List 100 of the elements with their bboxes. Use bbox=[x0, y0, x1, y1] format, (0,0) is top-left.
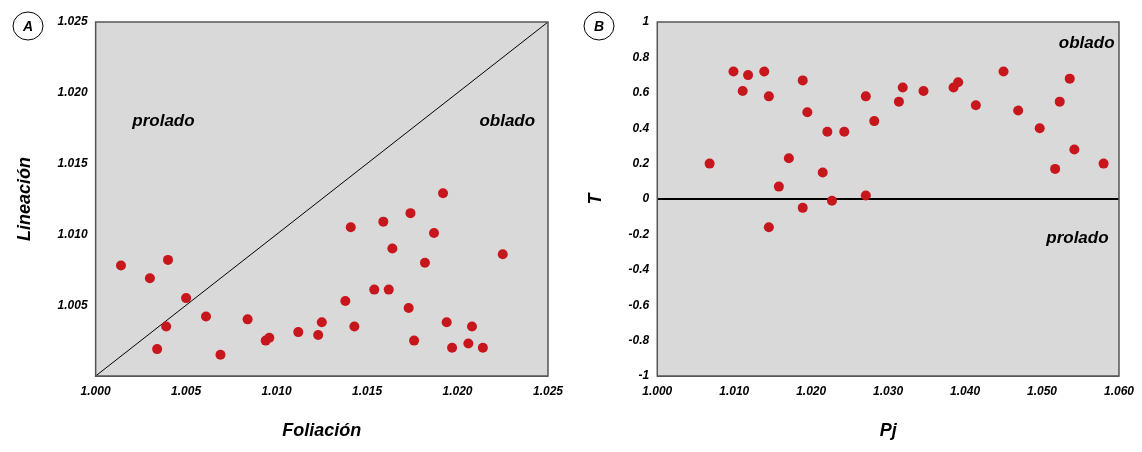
point bbox=[438, 188, 449, 199]
point bbox=[349, 321, 360, 332]
y-tick-label: 1.020 bbox=[57, 85, 88, 100]
point bbox=[345, 222, 356, 233]
y-tick-label: -1 bbox=[638, 368, 650, 383]
x-tick-label: 1.010 bbox=[261, 383, 292, 398]
point bbox=[743, 70, 754, 81]
point bbox=[215, 349, 226, 360]
point bbox=[728, 66, 739, 77]
y-tick-label: -0.8 bbox=[628, 332, 650, 347]
point bbox=[383, 284, 394, 295]
point bbox=[763, 91, 774, 102]
point bbox=[378, 216, 389, 227]
point bbox=[860, 91, 871, 102]
point bbox=[466, 321, 477, 332]
point bbox=[477, 342, 488, 353]
point bbox=[869, 116, 880, 127]
point bbox=[316, 317, 327, 328]
x-axis-title: Pj bbox=[879, 420, 898, 441]
y-tick-label: -0.2 bbox=[628, 226, 650, 241]
y-tick-label: 1 bbox=[642, 14, 650, 29]
point bbox=[369, 284, 380, 295]
point bbox=[704, 158, 715, 169]
point bbox=[773, 181, 784, 192]
point bbox=[897, 82, 908, 93]
point bbox=[918, 86, 929, 97]
point bbox=[387, 243, 398, 254]
point bbox=[181, 293, 192, 304]
y-tick-label: 1.015 bbox=[57, 155, 88, 170]
point bbox=[293, 327, 304, 338]
point bbox=[463, 338, 474, 349]
annotation: prolado bbox=[1045, 227, 1109, 247]
x-tick-label: 1.025 bbox=[532, 383, 564, 398]
point bbox=[152, 344, 163, 355]
point bbox=[822, 126, 833, 137]
point bbox=[797, 75, 808, 86]
y-tick-label: 1.010 bbox=[57, 226, 88, 241]
point bbox=[441, 317, 452, 328]
point bbox=[419, 257, 430, 268]
point bbox=[403, 303, 414, 314]
point bbox=[163, 254, 174, 265]
point bbox=[313, 329, 324, 340]
point bbox=[1054, 96, 1065, 107]
y-tick-label: 0.4 bbox=[632, 120, 650, 135]
point bbox=[405, 208, 416, 219]
point bbox=[826, 195, 837, 206]
point bbox=[115, 260, 126, 271]
point bbox=[1013, 105, 1024, 116]
point bbox=[839, 126, 850, 137]
x-tick-label: 1.010 bbox=[719, 383, 750, 398]
point bbox=[1098, 158, 1109, 169]
x-tick-label: 1.040 bbox=[950, 383, 981, 398]
x-tick-label: 1.020 bbox=[442, 383, 473, 398]
point bbox=[428, 227, 439, 238]
x-tick-label: 1.000 bbox=[80, 383, 111, 398]
annotation: prolado bbox=[131, 110, 195, 130]
x-tick-label: 1.020 bbox=[796, 383, 827, 398]
x-tick-label: 1.015 bbox=[352, 383, 383, 398]
text: B bbox=[593, 17, 605, 34]
point bbox=[340, 295, 351, 306]
y-tick-label: -0.6 bbox=[628, 297, 650, 312]
x-tick-label: 1.005 bbox=[171, 383, 202, 398]
point bbox=[797, 202, 808, 213]
y-tick-label: 1.005 bbox=[57, 297, 88, 312]
point bbox=[1069, 144, 1080, 155]
annotation: oblado bbox=[479, 110, 536, 130]
point bbox=[242, 314, 253, 325]
point bbox=[953, 77, 964, 88]
point bbox=[161, 321, 172, 332]
point bbox=[817, 167, 828, 178]
point bbox=[763, 222, 774, 233]
point bbox=[1064, 73, 1075, 84]
y-axis-title: Lineación bbox=[13, 156, 34, 242]
text: A bbox=[21, 17, 34, 34]
point bbox=[1034, 123, 1045, 134]
point bbox=[1050, 163, 1061, 174]
y-tick-label: 1.025 bbox=[57, 14, 88, 29]
annotation: oblado bbox=[1058, 32, 1115, 52]
point bbox=[737, 86, 748, 97]
x-tick-label: 1.060 bbox=[1103, 383, 1135, 398]
y-tick-label: 0.2 bbox=[632, 155, 650, 170]
point bbox=[893, 96, 904, 107]
y-axis-title: T bbox=[584, 191, 605, 205]
y-tick-label: 0 bbox=[642, 191, 650, 206]
y-tick-label: -0.4 bbox=[628, 262, 650, 277]
x-tick-label: 1.000 bbox=[642, 383, 673, 398]
point bbox=[998, 66, 1009, 77]
point bbox=[497, 249, 508, 260]
point bbox=[409, 335, 420, 346]
point bbox=[759, 66, 770, 77]
point bbox=[447, 342, 458, 353]
point bbox=[802, 107, 813, 118]
point bbox=[970, 100, 981, 111]
point bbox=[783, 153, 794, 164]
x-tick-label: 1.030 bbox=[873, 383, 904, 398]
y-tick-label: 0.8 bbox=[632, 49, 650, 64]
point bbox=[860, 190, 871, 201]
x-axis-title: Foliación bbox=[282, 420, 362, 441]
x-tick-label: 1.050 bbox=[1027, 383, 1058, 398]
y-tick-label: 0.6 bbox=[632, 85, 650, 100]
